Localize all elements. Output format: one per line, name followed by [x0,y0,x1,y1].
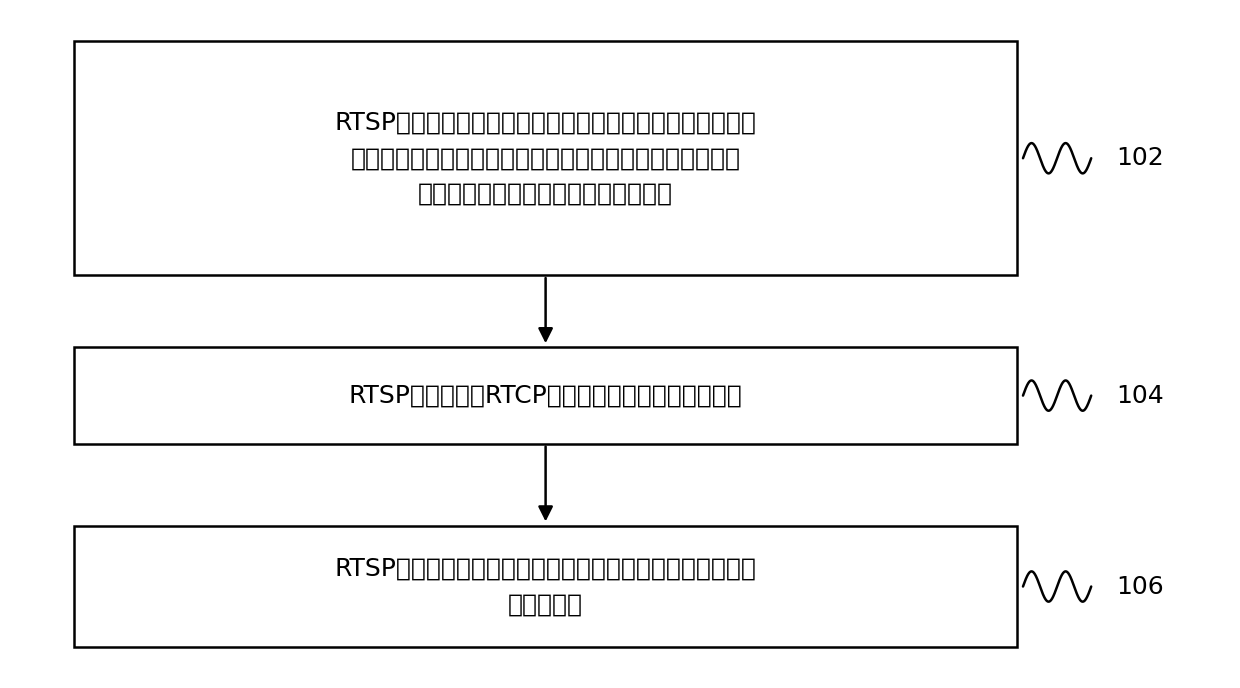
FancyBboxPatch shape [74,41,1017,275]
Text: 104: 104 [1116,384,1164,407]
Text: 102: 102 [1116,147,1164,170]
FancyBboxPatch shape [74,526,1017,647]
Text: RTSP服务端根据播放反馈信息将第二质量级别的码流流控块
发送给用户: RTSP服务端根据播放反馈信息将第二质量级别的码流流控块 发送给用户 [335,557,756,616]
Text: RTSP服务端将第一质量级别的码流流控块发送给用户，不同
质量级别的码流流控块分别由对应质量级别的视频流切片获
得，每个码流流控块能够独立进行解码: RTSP服务端将第一质量级别的码流流控块发送给用户，不同 质量级别的码流流控块分… [335,111,756,206]
Text: 106: 106 [1116,574,1164,599]
Text: RTSP服务端通过RTCP反馈数据包接收播放反馈信息: RTSP服务端通过RTCP反馈数据包接收播放反馈信息 [348,384,743,407]
FancyBboxPatch shape [74,347,1017,444]
